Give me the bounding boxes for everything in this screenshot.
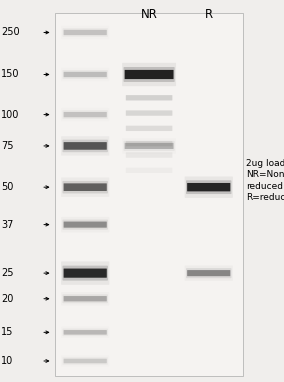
FancyBboxPatch shape — [64, 269, 107, 278]
Text: 20: 20 — [1, 294, 14, 304]
FancyBboxPatch shape — [64, 72, 107, 77]
FancyBboxPatch shape — [124, 67, 175, 82]
FancyBboxPatch shape — [64, 30, 107, 35]
FancyBboxPatch shape — [62, 181, 108, 193]
FancyBboxPatch shape — [62, 329, 108, 336]
FancyBboxPatch shape — [62, 220, 108, 230]
FancyBboxPatch shape — [126, 95, 172, 100]
FancyBboxPatch shape — [126, 141, 172, 146]
Text: R: R — [205, 8, 213, 21]
FancyBboxPatch shape — [64, 142, 107, 150]
FancyBboxPatch shape — [64, 330, 107, 335]
FancyBboxPatch shape — [122, 63, 176, 86]
Text: 75: 75 — [1, 141, 14, 151]
FancyBboxPatch shape — [61, 136, 109, 155]
FancyBboxPatch shape — [64, 222, 107, 228]
FancyBboxPatch shape — [187, 270, 230, 276]
Text: 2ug loading
NR=Non-
reduced
R=reduced: 2ug loading NR=Non- reduced R=reduced — [246, 159, 284, 202]
Text: 25: 25 — [1, 268, 14, 278]
FancyBboxPatch shape — [64, 296, 107, 301]
FancyBboxPatch shape — [62, 294, 108, 303]
FancyBboxPatch shape — [124, 141, 175, 151]
Text: 37: 37 — [1, 220, 14, 230]
FancyBboxPatch shape — [62, 70, 108, 79]
FancyBboxPatch shape — [126, 126, 172, 131]
FancyBboxPatch shape — [187, 183, 230, 191]
FancyBboxPatch shape — [186, 180, 231, 194]
Text: 100: 100 — [1, 110, 20, 120]
FancyBboxPatch shape — [64, 183, 107, 191]
FancyBboxPatch shape — [126, 110, 172, 116]
FancyBboxPatch shape — [64, 359, 107, 363]
Text: 250: 250 — [1, 28, 20, 37]
FancyBboxPatch shape — [125, 70, 174, 79]
FancyBboxPatch shape — [61, 261, 109, 285]
FancyBboxPatch shape — [185, 176, 233, 198]
Text: 150: 150 — [1, 70, 20, 79]
FancyBboxPatch shape — [62, 265, 108, 281]
Text: 10: 10 — [1, 356, 14, 366]
FancyBboxPatch shape — [125, 143, 174, 149]
FancyBboxPatch shape — [55, 13, 243, 376]
FancyBboxPatch shape — [126, 152, 172, 158]
FancyBboxPatch shape — [62, 140, 108, 152]
Text: 15: 15 — [1, 327, 14, 337]
FancyBboxPatch shape — [64, 112, 107, 117]
Text: NR: NR — [141, 8, 158, 21]
Text: 50: 50 — [1, 182, 14, 192]
FancyBboxPatch shape — [186, 268, 231, 278]
